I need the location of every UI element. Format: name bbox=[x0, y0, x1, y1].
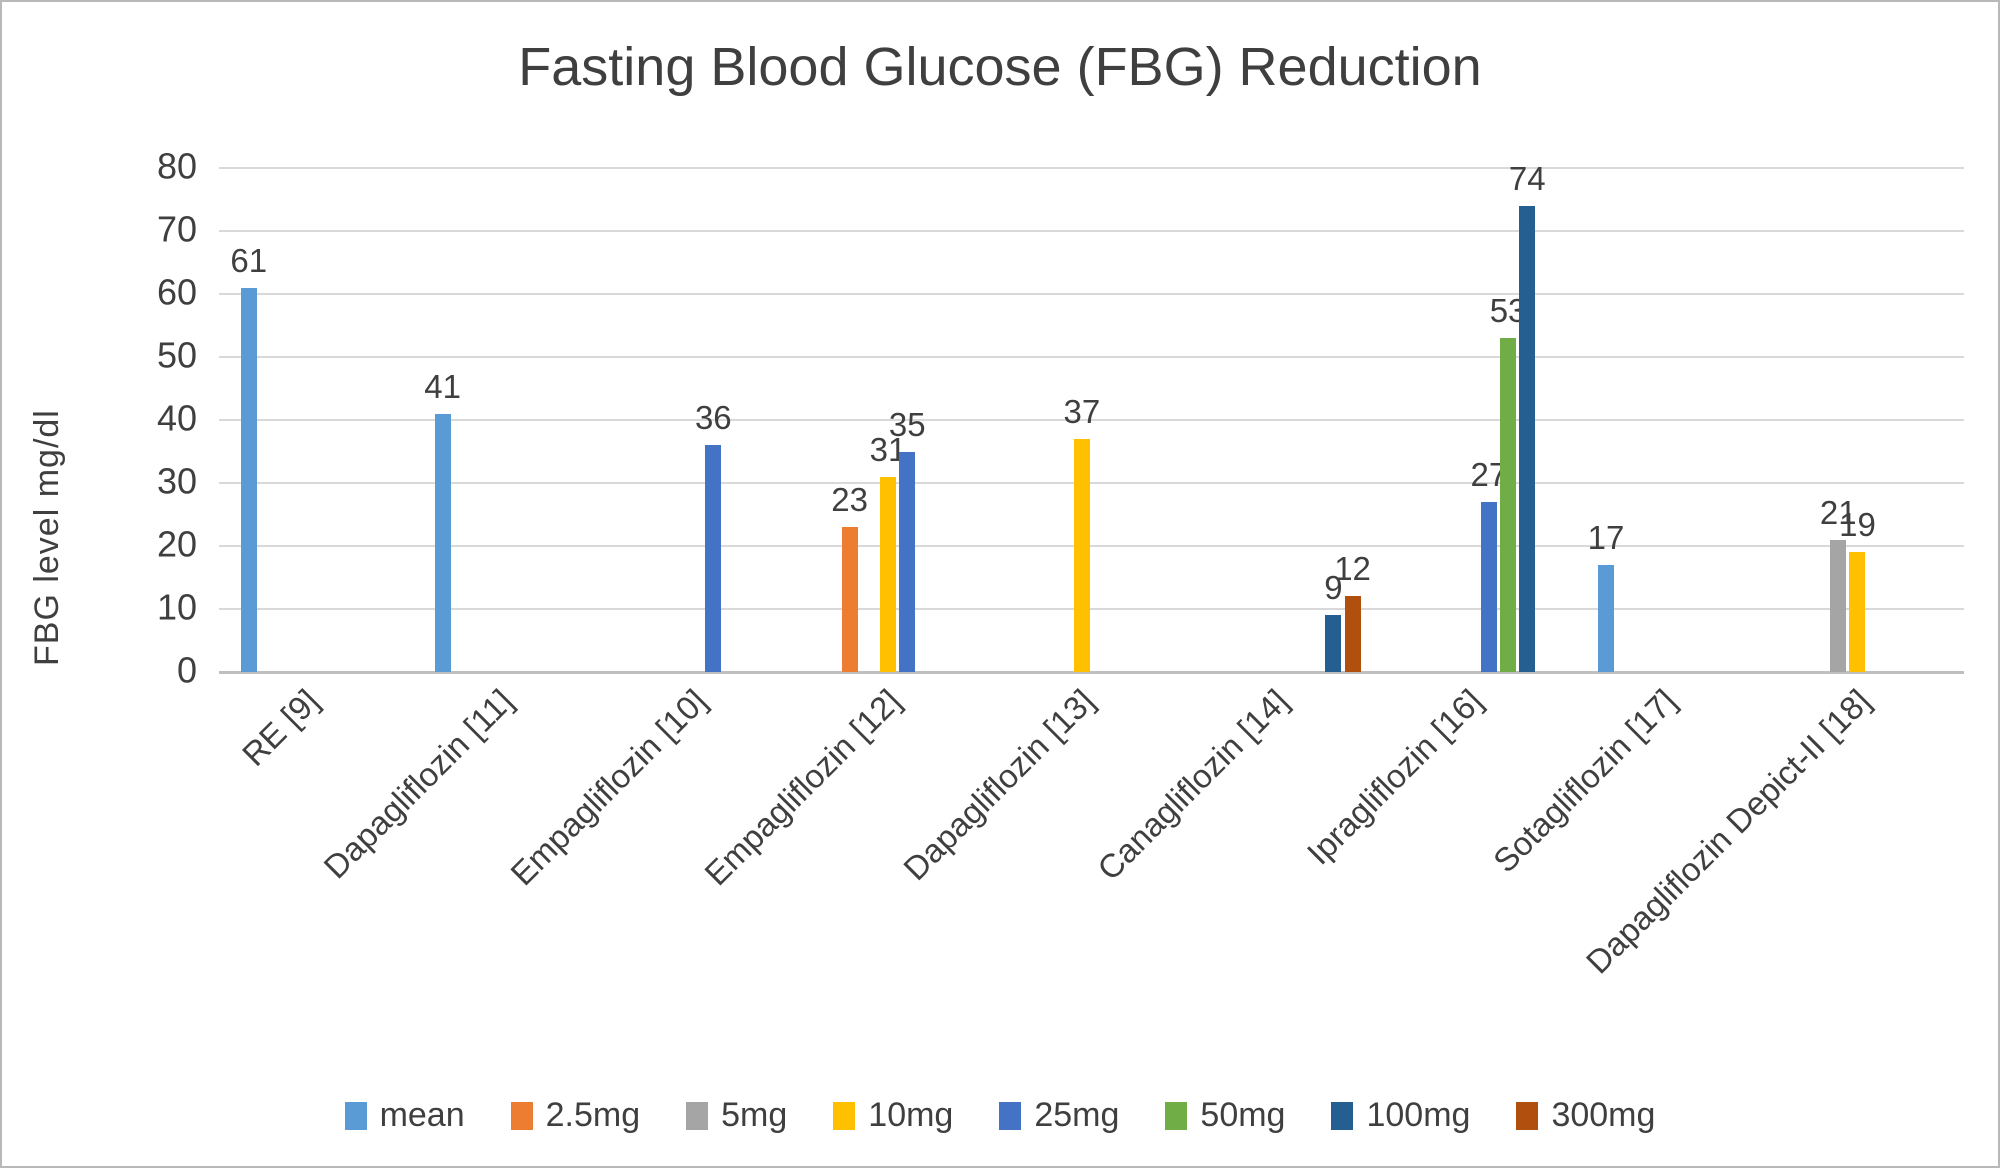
bar-mean bbox=[1597, 564, 1614, 672]
value-label: 61 bbox=[230, 241, 268, 279]
y-tick-label: 40 bbox=[156, 397, 197, 439]
legend-label: 25mg bbox=[1034, 1096, 1120, 1134]
value-label: 23 bbox=[831, 481, 868, 519]
legend-label: 300mg bbox=[1551, 1096, 1656, 1134]
gridline bbox=[219, 419, 1964, 421]
y-tick-label: 10 bbox=[156, 586, 197, 628]
legend-label: 100mg bbox=[1366, 1096, 1471, 1134]
gridline bbox=[219, 482, 1964, 484]
legend-label: 2.5mg bbox=[545, 1096, 641, 1134]
category-label: Sotagliflozin [17] bbox=[1485, 682, 1684, 880]
category-label: Dapagliflozin [11] bbox=[316, 682, 521, 886]
legend-item: 5mg bbox=[686, 1096, 787, 1135]
category-label: Canagliflozin [14] bbox=[1090, 682, 1296, 888]
bar-25mg bbox=[705, 445, 722, 672]
y-axis-title: FBG level mg/dl bbox=[28, 409, 66, 667]
plot-area: 0 10 20 30 40 50 60 70 80 RE [9] Dapagliflozin [11… bbox=[157, 145, 1964, 981]
legend-item: 10mg bbox=[833, 1096, 953, 1135]
bar-100mg bbox=[1519, 205, 1536, 672]
value-label: 21 bbox=[1819, 493, 1857, 531]
value-label: 9 bbox=[1324, 569, 1343, 607]
bar-50mg bbox=[1500, 338, 1517, 672]
bar-25mg bbox=[1480, 501, 1497, 672]
value-label: 36 bbox=[694, 399, 732, 437]
gridline bbox=[219, 230, 1964, 232]
y-tick-label: 80 bbox=[156, 145, 197, 187]
y-tick-label: 70 bbox=[156, 208, 197, 250]
chart-title: Fasting Blood Glucose (FBG) Reduction bbox=[518, 37, 1482, 97]
y-tick-label: 0 bbox=[176, 649, 197, 691]
bar-mean bbox=[240, 287, 257, 672]
value-label: 35 bbox=[888, 405, 926, 443]
legend-swatch-5mg bbox=[686, 1101, 709, 1130]
category-label: Empagliflozin [10] bbox=[503, 682, 714, 893]
value-label: 37 bbox=[1063, 392, 1101, 430]
bar-300mg bbox=[1344, 596, 1361, 672]
x-axis-line bbox=[219, 671, 1964, 674]
bar-2.5mg bbox=[841, 527, 858, 672]
gridline bbox=[219, 356, 1964, 358]
category-label: Ipragliflozin [16] bbox=[1299, 682, 1490, 872]
y-tick-label: 50 bbox=[156, 334, 197, 376]
y-tick-label: 30 bbox=[156, 460, 197, 502]
legend-item: 100mg bbox=[1331, 1096, 1470, 1135]
legend-swatch-2.5mg bbox=[510, 1101, 533, 1130]
chart-legend: mean 2.5mg 5mg 10mg 25mg 50mg 100mg 300mg bbox=[2, 1096, 1998, 1135]
gridline bbox=[219, 293, 1964, 295]
y-tick-label: 60 bbox=[156, 271, 197, 313]
legend-item: 2.5mg bbox=[510, 1096, 641, 1135]
gridline bbox=[219, 167, 1964, 169]
bar-100mg bbox=[1325, 615, 1342, 672]
legend-item: 50mg bbox=[1165, 1096, 1285, 1135]
legend-item: mean bbox=[344, 1096, 465, 1135]
legend-swatch-mean bbox=[344, 1101, 367, 1130]
value-label: 17 bbox=[1587, 518, 1625, 556]
legend-swatch-10mg bbox=[833, 1101, 856, 1130]
y-tick-label: 20 bbox=[156, 523, 197, 565]
gridline bbox=[219, 545, 1964, 547]
legend-label: 10mg bbox=[868, 1096, 954, 1134]
bar-25mg bbox=[899, 451, 916, 672]
legend-item: 300mg bbox=[1516, 1096, 1655, 1135]
category-label: RE [9] bbox=[235, 682, 327, 774]
bar-mean bbox=[434, 413, 451, 672]
category-label: Empagliflozin [12] bbox=[697, 682, 908, 893]
legend-swatch-25mg bbox=[999, 1101, 1022, 1130]
bar-10mg bbox=[1073, 438, 1090, 672]
category-label: Dapagliflozin [13] bbox=[896, 682, 1102, 888]
value-label: 74 bbox=[1508, 159, 1546, 197]
bar-5mg bbox=[1830, 539, 1847, 672]
value-label: 12 bbox=[1334, 550, 1371, 588]
legend-label: 5mg bbox=[721, 1096, 788, 1134]
value-label: 19 bbox=[1839, 506, 1876, 544]
legend-label: mean bbox=[379, 1096, 465, 1134]
gridline bbox=[219, 608, 1964, 610]
legend-swatch-300mg bbox=[1516, 1101, 1539, 1130]
legend-label: 50mg bbox=[1200, 1096, 1286, 1134]
legend-item: 25mg bbox=[999, 1096, 1119, 1135]
bar-10mg bbox=[880, 476, 896, 672]
value-label: 41 bbox=[424, 367, 461, 405]
legend-swatch-100mg bbox=[1331, 1101, 1354, 1130]
legend-swatch-50mg bbox=[1165, 1101, 1188, 1130]
bar-10mg bbox=[1849, 552, 1866, 672]
